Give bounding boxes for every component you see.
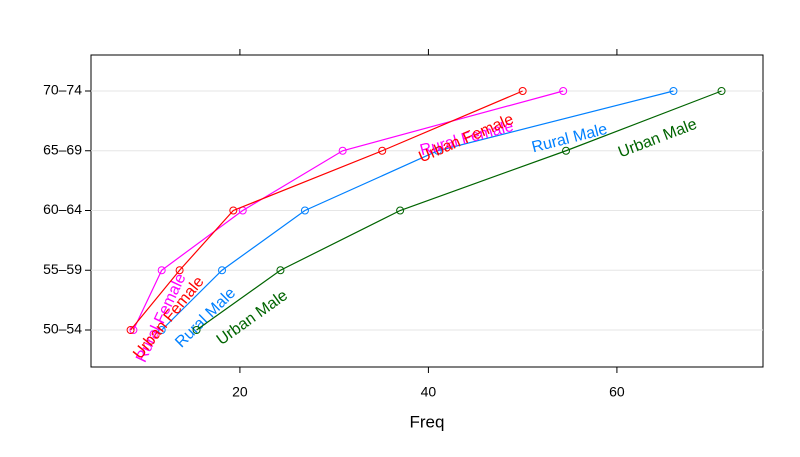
- x-tick-label: 20: [232, 384, 248, 400]
- y-tick-label: 50–54: [43, 321, 82, 337]
- point: [717, 87, 726, 95]
- x-axis-label: Freq: [410, 412, 445, 431]
- point: [276, 266, 285, 275]
- point: [229, 206, 238, 215]
- point: [192, 326, 201, 334]
- series-line: [196, 90, 722, 331]
- y-tick-label: 65–69: [43, 141, 82, 157]
- point: [669, 87, 678, 95]
- point: [518, 87, 527, 95]
- point: [175, 266, 184, 275]
- point: [433, 146, 442, 155]
- point: [396, 206, 405, 215]
- point: [218, 266, 227, 275]
- series-line: [161, 90, 674, 331]
- series-label: Urban Male: [616, 116, 699, 162]
- point: [157, 266, 166, 275]
- point: [559, 87, 568, 95]
- y-tick-label: 55–59: [43, 261, 82, 277]
- point: [157, 326, 166, 334]
- x-tick-label: 40: [421, 384, 437, 400]
- point: [338, 146, 347, 155]
- series-line: [130, 90, 523, 331]
- series-line: [132, 90, 564, 331]
- y-tick-label: 60–64: [43, 201, 82, 217]
- y-tick-label: 70–74: [43, 82, 82, 98]
- point: [126, 326, 135, 334]
- point: [562, 146, 571, 155]
- point: [300, 206, 309, 215]
- x-tick-label: 60: [609, 384, 625, 400]
- point: [378, 146, 387, 155]
